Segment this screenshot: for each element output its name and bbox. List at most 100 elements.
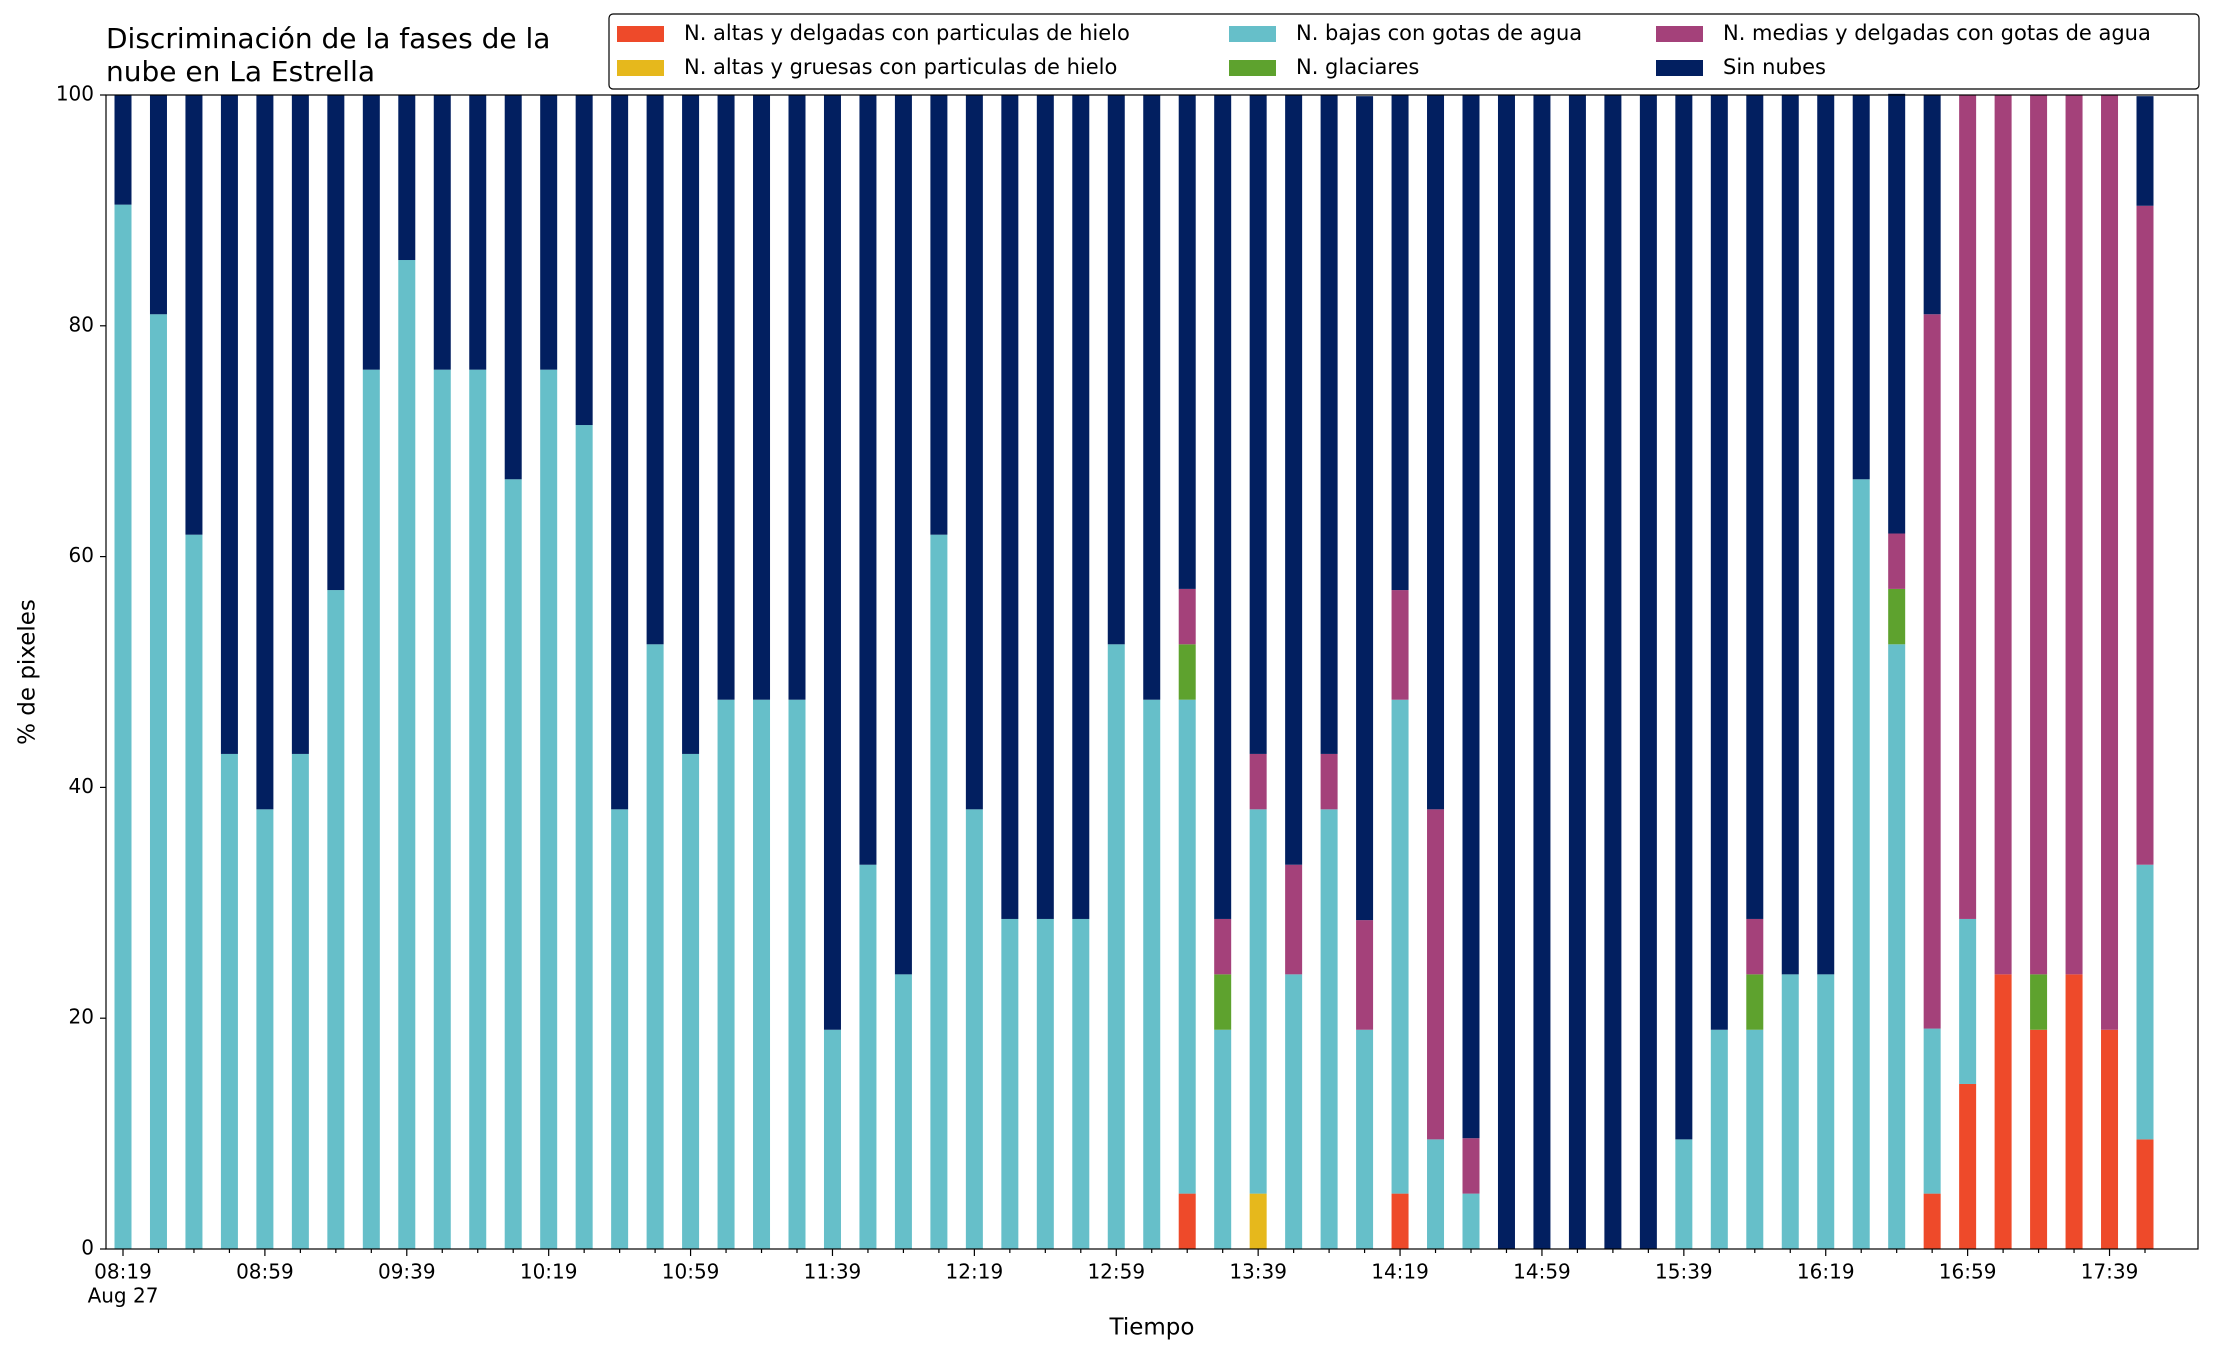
bar-segment: [1320, 95, 1338, 754]
bar-segment: [1107, 644, 1125, 1249]
legend-label: N. medias y delgadas con gotas de agua: [1723, 21, 2151, 45]
bar-segment: [753, 699, 771, 1249]
bar-segment: [1675, 1139, 1693, 1249]
x-tick-label: 14:59: [1513, 1260, 1571, 1284]
bar-segment: [2030, 95, 2048, 975]
x-tick-label: 10:19: [520, 1260, 578, 1284]
bar-segment: [1427, 809, 1445, 1140]
bar-segment: [1746, 95, 1764, 919]
bar-segment: [1178, 699, 1196, 1194]
x-tick-label: 09:39: [378, 1260, 436, 1284]
bar-segment: [1923, 95, 1941, 315]
bar-segment: [256, 95, 274, 810]
bar-segment: [1214, 1029, 1232, 1249]
legend-swatch: [1229, 60, 1276, 76]
bar-segment: [362, 95, 380, 370]
y-tick-label: 80: [69, 312, 94, 336]
bar-segment: [1994, 974, 2012, 1249]
x-tick-label: 16:19: [1797, 1260, 1855, 1284]
bar-segment: [965, 95, 983, 810]
bar-segment: [1356, 1029, 1374, 1249]
bar-segment: [1959, 1083, 1977, 1249]
bar-segment: [682, 753, 700, 1249]
bar-segment: [2030, 1029, 2048, 1249]
bar-segment: [1285, 864, 1303, 975]
bar-segment: [1427, 1139, 1445, 1249]
legend-swatch: [1656, 60, 1703, 76]
bar-segment: [1462, 1138, 1480, 1194]
bar-segment: [788, 95, 806, 700]
x-axis-label: Tiempo: [1109, 1315, 1195, 1341]
bar-segment: [1178, 1193, 1196, 1249]
bar-segment: [575, 425, 593, 1249]
x-tick-label: 16:59: [1939, 1260, 1997, 1284]
bar-segment: [398, 260, 416, 1250]
bar-segment: [327, 95, 345, 591]
bar-segment: [1107, 95, 1125, 645]
bar-segment: [2136, 1139, 2154, 1249]
bar-segment: [753, 95, 771, 700]
bar-segment: [1746, 918, 1764, 975]
bar-segment: [1036, 918, 1054, 1249]
bar-segment: [611, 95, 629, 810]
bar-segment: [1923, 1028, 1941, 1194]
bar-segment: [1214, 974, 1232, 1030]
bar-segment: [149, 314, 167, 1249]
bar-segment: [185, 95, 203, 535]
bar-segment: [1036, 95, 1054, 919]
bar-segment: [1746, 974, 1764, 1030]
bar-segment: [1568, 95, 1586, 1249]
x-tick-label: 15:39: [1655, 1260, 1713, 1284]
x-tick-label: 12:59: [1087, 1260, 1145, 1284]
x-tick-label: 10:59: [662, 1260, 720, 1284]
legend-swatch: [617, 60, 664, 76]
bar-segment: [930, 534, 948, 1249]
bar-segment: [114, 204, 132, 1249]
bar-segment: [682, 95, 700, 754]
bar-segment: [717, 95, 735, 700]
x-tick-label: 08:59: [236, 1260, 294, 1284]
bar-segment: [1356, 920, 1374, 1030]
chart-title: Discriminación de la fases de la: [106, 22, 550, 55]
x-tick-label: 08:19: [94, 1260, 152, 1284]
bar-segment: [1391, 95, 1409, 591]
legend-swatch: [617, 26, 664, 42]
bar-segment: [1001, 918, 1019, 1249]
bar-segment: [1143, 95, 1161, 700]
bar-segment: [1072, 918, 1090, 1249]
bar-segment: [1249, 753, 1267, 810]
bar-segment: [540, 369, 558, 1250]
bar-segment: [1888, 588, 1906, 645]
bar-segment: [1249, 809, 1267, 1194]
bar-segment: [894, 974, 912, 1249]
chart-title: nube en La Estrella: [106, 55, 375, 88]
y-tick-label: 20: [69, 1005, 94, 1029]
bar-segment: [823, 1029, 841, 1249]
bar-segment: [717, 699, 735, 1249]
bar-segment: [185, 534, 203, 1249]
bar-segment: [1356, 96, 1374, 921]
bar-segment: [1214, 95, 1232, 919]
bar-segment: [1462, 95, 1480, 1139]
bar-segment: [1178, 644, 1196, 700]
bar-segment: [1959, 918, 1977, 1084]
plot-frame: [105, 94, 2199, 1250]
y-tick-label: 60: [69, 543, 94, 567]
bar-segment: [1427, 95, 1445, 810]
bar-segment: [1746, 1029, 1764, 1249]
bar-segment: [859, 95, 877, 865]
bar-segment: [433, 369, 451, 1250]
bar-segment: [1533, 95, 1551, 1249]
bar-segment: [1852, 479, 1870, 1250]
bar-segment: [788, 699, 806, 1249]
bar-segment: [646, 644, 664, 1249]
bar-segment: [2136, 205, 2154, 865]
legend-swatch: [1656, 26, 1703, 42]
bar-segment: [1391, 590, 1409, 700]
y-tick-label: 0: [81, 1236, 94, 1260]
bar-segment: [220, 753, 238, 1249]
bar-segment: [2030, 974, 2048, 1030]
bar-segment: [149, 95, 167, 315]
bar-segment: [575, 95, 593, 426]
